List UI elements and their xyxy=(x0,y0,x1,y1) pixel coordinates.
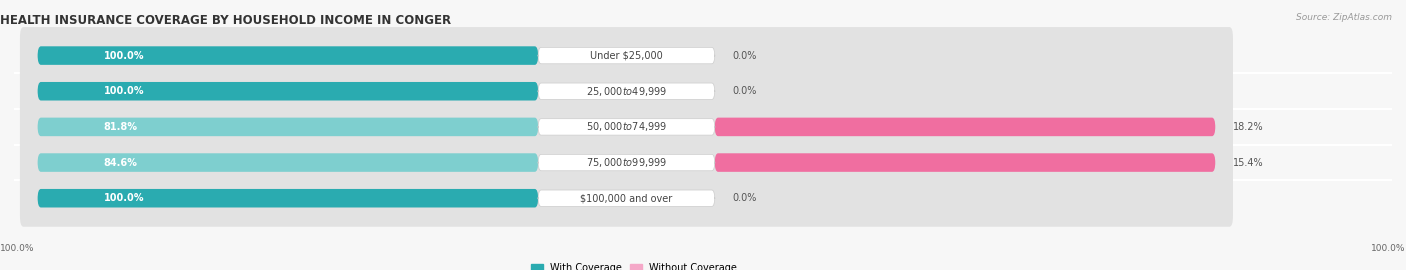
FancyBboxPatch shape xyxy=(38,189,538,207)
FancyBboxPatch shape xyxy=(538,83,714,99)
FancyBboxPatch shape xyxy=(38,46,538,65)
FancyBboxPatch shape xyxy=(38,118,538,136)
FancyBboxPatch shape xyxy=(20,170,1233,227)
FancyBboxPatch shape xyxy=(38,153,538,172)
Text: $75,000 to $99,999: $75,000 to $99,999 xyxy=(586,156,666,169)
FancyBboxPatch shape xyxy=(538,190,714,207)
Text: $25,000 to $49,999: $25,000 to $49,999 xyxy=(586,85,666,98)
FancyBboxPatch shape xyxy=(538,119,714,135)
Text: 81.8%: 81.8% xyxy=(104,122,138,132)
Text: 15.4%: 15.4% xyxy=(1233,158,1264,168)
FancyBboxPatch shape xyxy=(538,154,714,171)
FancyBboxPatch shape xyxy=(714,153,1215,172)
Text: 100.0%: 100.0% xyxy=(0,244,35,253)
FancyBboxPatch shape xyxy=(20,98,1233,156)
Text: 84.6%: 84.6% xyxy=(104,158,138,168)
Text: 0.0%: 0.0% xyxy=(733,86,756,96)
Text: Under $25,000: Under $25,000 xyxy=(591,50,662,60)
Text: $100,000 and over: $100,000 and over xyxy=(581,193,672,203)
FancyBboxPatch shape xyxy=(20,134,1233,191)
Text: 100.0%: 100.0% xyxy=(104,50,143,60)
Text: $50,000 to $74,999: $50,000 to $74,999 xyxy=(586,120,666,133)
FancyBboxPatch shape xyxy=(714,118,1215,136)
FancyBboxPatch shape xyxy=(538,47,714,64)
FancyBboxPatch shape xyxy=(20,63,1233,120)
FancyBboxPatch shape xyxy=(20,27,1233,84)
Text: 100.0%: 100.0% xyxy=(104,86,143,96)
Text: 100.0%: 100.0% xyxy=(104,193,143,203)
Text: HEALTH INSURANCE COVERAGE BY HOUSEHOLD INCOME IN CONGER: HEALTH INSURANCE COVERAGE BY HOUSEHOLD I… xyxy=(0,14,451,26)
Text: 18.2%: 18.2% xyxy=(1233,122,1264,132)
Text: 100.0%: 100.0% xyxy=(1371,244,1406,253)
Text: 0.0%: 0.0% xyxy=(733,193,756,203)
Legend: With Coverage, Without Coverage: With Coverage, Without Coverage xyxy=(527,259,741,270)
Text: 0.0%: 0.0% xyxy=(733,50,756,60)
Text: Source: ZipAtlas.com: Source: ZipAtlas.com xyxy=(1296,14,1392,22)
FancyBboxPatch shape xyxy=(38,82,538,100)
